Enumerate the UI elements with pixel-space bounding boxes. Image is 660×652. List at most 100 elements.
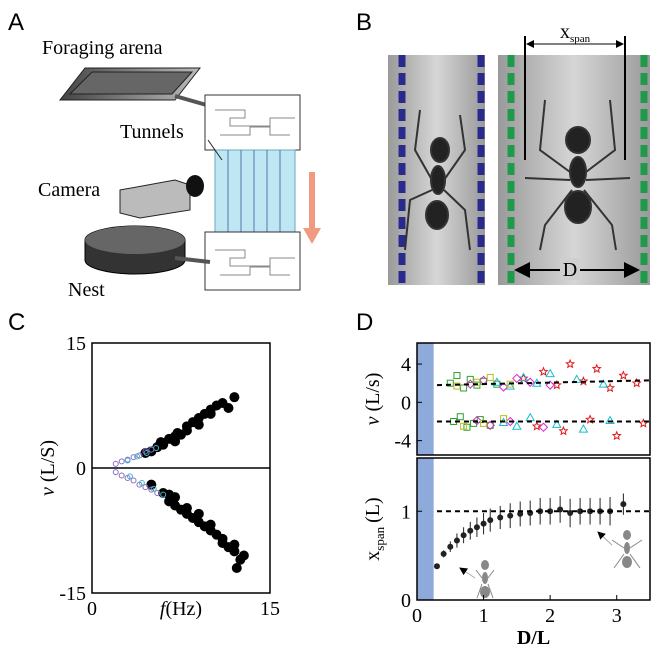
- point: [456, 413, 464, 421]
- y-label-sub: span: [372, 526, 387, 550]
- point: [631, 377, 642, 388]
- point: [193, 419, 204, 430]
- y-tick-label: 4: [401, 354, 411, 376]
- point: [545, 368, 556, 378]
- x-tick-label: 1: [479, 605, 489, 627]
- point: [229, 392, 240, 403]
- arena-inner: [68, 71, 194, 95]
- y-label-var: v: [362, 416, 384, 425]
- point: [181, 425, 192, 436]
- point: [453, 372, 461, 380]
- point: [238, 550, 249, 561]
- y-tick-label: 0: [76, 458, 86, 480]
- plot-frame: [416, 342, 651, 456]
- x-tick-label: 2: [545, 605, 555, 627]
- pipe: [174, 94, 211, 108]
- point: [598, 379, 609, 388]
- point: [154, 490, 161, 496]
- span-base: x: [560, 21, 570, 43]
- point: [112, 460, 119, 467]
- point: [223, 403, 234, 413]
- point: [138, 480, 145, 486]
- y-axis-label: v (L/S): [37, 440, 59, 496]
- point: [472, 415, 482, 426]
- x-label-unit: (Hz): [165, 598, 202, 620]
- point: [118, 472, 125, 479]
- point: [487, 517, 494, 524]
- x-axis-label: D/L: [517, 627, 550, 649]
- point: [460, 532, 467, 539]
- point: [525, 377, 535, 387]
- span-label: xspan: [560, 21, 591, 45]
- y-tick-label: -15: [59, 583, 86, 605]
- x-label-var: f: [160, 598, 168, 620]
- point: [538, 422, 549, 432]
- point: [453, 382, 461, 390]
- point: [545, 380, 555, 390]
- point: [551, 419, 562, 428]
- point: [498, 382, 509, 392]
- label-nest: Nest: [68, 279, 105, 301]
- y-label-var: v: [37, 487, 59, 496]
- point: [160, 491, 167, 498]
- top-box: [204, 94, 301, 151]
- point: [565, 358, 576, 369]
- maze: [215, 109, 295, 136]
- pointer: [459, 567, 476, 579]
- point: [591, 363, 602, 374]
- y-axis-label: v (L/s): [362, 373, 384, 426]
- point: [447, 543, 454, 550]
- leader: [207, 139, 223, 161]
- point: [507, 512, 514, 519]
- point: [453, 537, 460, 544]
- point: [142, 484, 149, 491]
- point: [124, 457, 131, 464]
- bottom-box: [204, 231, 301, 291]
- point: [193, 508, 204, 519]
- y-tick-label: 0: [401, 590, 411, 612]
- label-camera: Camera: [38, 179, 100, 201]
- point: [130, 477, 137, 484]
- point: [620, 501, 627, 508]
- y-label-unit: (L): [362, 497, 384, 523]
- x-axis-label: f(Hz): [160, 598, 202, 620]
- point: [558, 425, 569, 436]
- point: [638, 418, 649, 428]
- point: [199, 521, 210, 532]
- y-label-unit: (L/s): [362, 373, 384, 412]
- point: [143, 450, 150, 456]
- pipe: [174, 256, 211, 264]
- label-tunnels: Tunnels: [120, 121, 184, 143]
- point: [440, 550, 447, 557]
- point: [118, 458, 125, 465]
- point: [229, 539, 240, 550]
- y-label-base: x: [362, 551, 384, 561]
- point: [473, 524, 480, 531]
- label-arena: Foraging arena: [42, 37, 163, 59]
- y-tick-label: 0: [401, 392, 411, 414]
- x-tick-label: 15: [260, 598, 280, 620]
- point: [605, 415, 615, 425]
- point: [155, 437, 166, 448]
- y-tick-label: 1: [401, 501, 411, 523]
- point: [446, 379, 454, 387]
- panel-label: D: [356, 309, 373, 336]
- point: [486, 373, 494, 381]
- point: [611, 430, 622, 441]
- point: [578, 375, 589, 386]
- tunnels: [214, 149, 296, 236]
- flow-arrow-head: [303, 228, 321, 244]
- y-tick-label: 15: [66, 333, 86, 355]
- lens: [186, 175, 204, 197]
- point: [181, 503, 192, 513]
- point: [480, 419, 488, 427]
- point: [485, 420, 495, 431]
- point: [505, 381, 516, 390]
- point: [465, 379, 475, 389]
- point: [538, 366, 549, 377]
- ant-icon: [475, 560, 495, 599]
- point: [130, 454, 137, 461]
- x-tick-label: 0: [87, 598, 97, 620]
- point: [433, 563, 440, 570]
